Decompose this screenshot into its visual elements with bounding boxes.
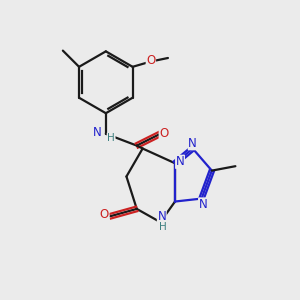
Text: N: N [93, 126, 102, 139]
Text: N: N [188, 137, 197, 150]
Text: N: N [158, 210, 166, 223]
Text: O: O [100, 208, 109, 221]
Text: N: N [199, 198, 207, 211]
Text: H: H [107, 133, 115, 143]
Text: O: O [146, 53, 155, 67]
Text: N: N [176, 155, 184, 168]
Text: H: H [159, 222, 167, 233]
Text: O: O [159, 127, 169, 140]
